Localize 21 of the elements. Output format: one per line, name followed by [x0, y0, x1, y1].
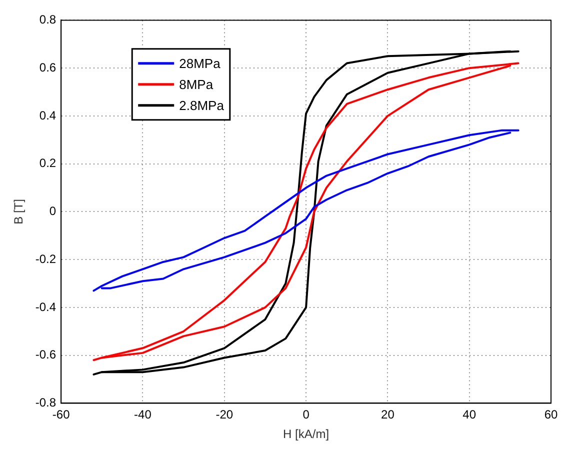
y-tick-label: 0.4	[39, 108, 56, 122]
y-tick-label: -0.4	[35, 300, 56, 314]
x-axis-title: H [kA/m]	[283, 427, 330, 442]
y-tick-label: 0.6	[39, 60, 56, 74]
y-tick-label: -0.6	[35, 348, 56, 362]
y-tick-label: -0.8	[35, 396, 56, 410]
x-tick-label: -40	[134, 408, 152, 422]
y-tick-label: -0.2	[35, 252, 56, 266]
y-tick-label: 0	[49, 204, 56, 218]
x-tick-label: -60	[52, 408, 70, 422]
y-axis-title: B [T]	[12, 199, 26, 224]
y-tick-label: 0.8	[39, 12, 56, 27]
legend-label: 8MPa	[179, 77, 214, 92]
legend-label: 2.8MPa	[179, 98, 225, 114]
x-tick-label: 60	[544, 408, 558, 422]
x-tick-label: -20	[216, 408, 234, 422]
x-tick-label: 0	[302, 408, 310, 422]
legend-label: 28MPa	[179, 56, 222, 72]
x-tick-label: 20	[381, 408, 395, 422]
x-tick-label: 40	[462, 408, 476, 422]
y-tick-label: 0.2	[39, 156, 56, 170]
